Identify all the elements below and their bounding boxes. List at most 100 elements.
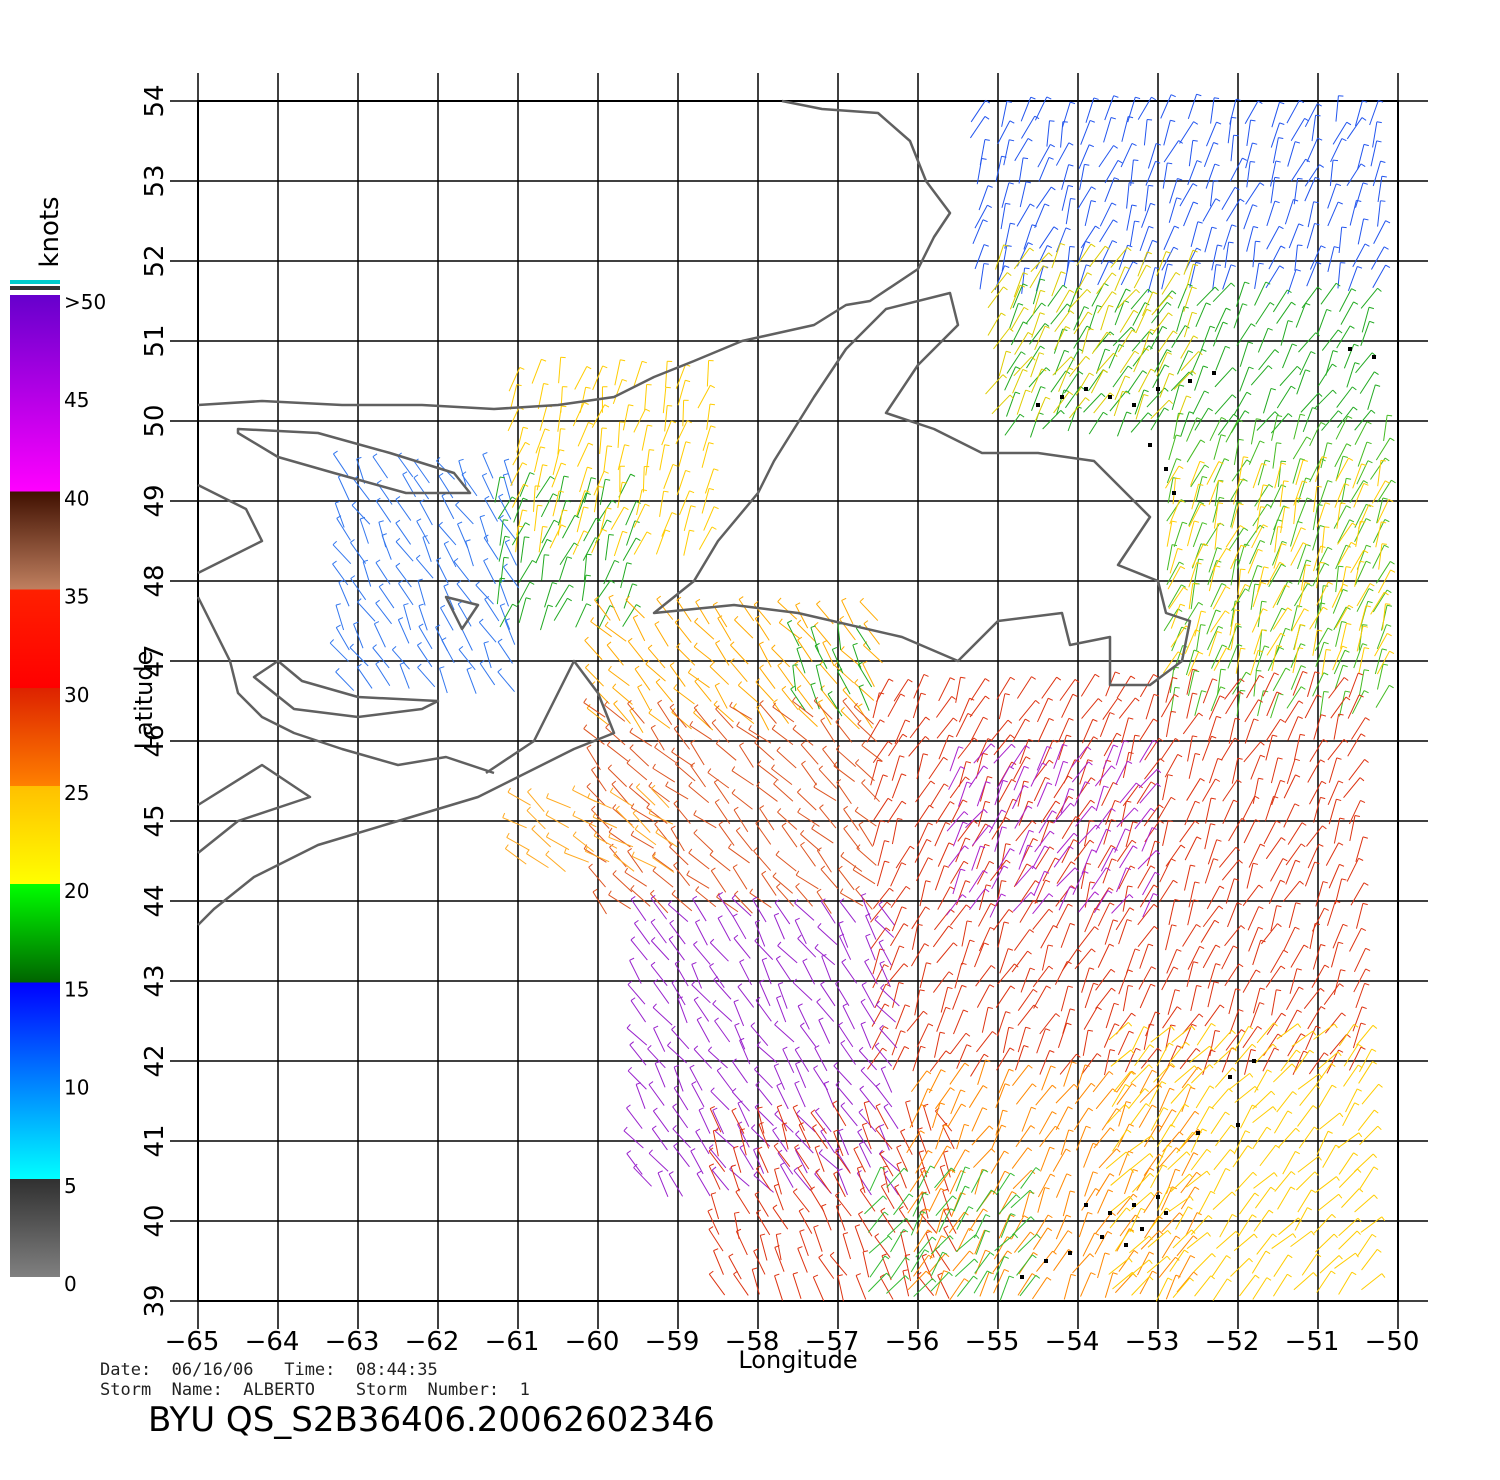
wind-vector — [990, 859, 1007, 882]
wind-vector — [836, 782, 852, 805]
wind-barb — [989, 860, 995, 865]
wind-vector — [1137, 251, 1148, 277]
wind-vector — [1017, 781, 1025, 807]
wind-vector — [1252, 987, 1261, 1014]
wind-barb — [588, 442, 594, 446]
wind-vector — [350, 578, 367, 601]
wind-vector — [1315, 1063, 1332, 1086]
wind-vector — [535, 476, 551, 499]
wind-vector — [1266, 633, 1282, 656]
wind-barb — [1111, 202, 1117, 206]
wind-vector — [511, 483, 525, 508]
wind-barb — [855, 759, 860, 764]
wind-barb — [983, 244, 989, 247]
wind-vector — [910, 1211, 922, 1236]
wind-vector — [671, 711, 692, 730]
wind-barb — [1172, 677, 1178, 680]
wind-vector — [1350, 717, 1366, 740]
wind-vector — [875, 1105, 889, 1130]
wind-vector — [633, 408, 646, 433]
wind-vector — [873, 798, 889, 821]
wind-vector — [1061, 839, 1074, 864]
wind-barb — [689, 721, 694, 726]
wind-barb — [1000, 312, 1006, 317]
wind-vector — [837, 1275, 844, 1302]
wind-barb — [1324, 907, 1329, 911]
wind-barb — [1314, 1171, 1319, 1176]
wind-barb — [839, 615, 845, 620]
wind-barb — [499, 514, 504, 519]
wind-barb — [1215, 609, 1221, 613]
wind-barb — [649, 449, 655, 451]
wind-barb — [511, 496, 517, 500]
wind-vector — [1311, 115, 1317, 142]
wind-vector — [1100, 240, 1113, 265]
wind-barb — [903, 1167, 909, 1172]
wind-barb — [923, 674, 929, 677]
wind-vector — [1079, 736, 1094, 760]
wind-barb — [1133, 159, 1139, 161]
wind-vector — [856, 1167, 866, 1194]
wind-barb — [1051, 810, 1057, 814]
wind-vector — [875, 1086, 893, 1108]
wind-vector — [1304, 694, 1318, 719]
wind-vector — [1329, 160, 1334, 187]
wind-vector — [690, 1150, 704, 1175]
wind-barb — [635, 783, 641, 788]
wind-vector — [1244, 718, 1255, 744]
wind-barb — [1112, 219, 1118, 223]
wind-barb — [1239, 525, 1245, 529]
wind-barb — [1346, 443, 1352, 447]
wind-barb — [608, 827, 613, 833]
wind-vector — [1095, 1088, 1113, 1110]
wind-vector — [1041, 676, 1058, 699]
wind-vector — [650, 921, 667, 944]
wind-barb — [695, 598, 701, 603]
y-tick-label: 54 — [140, 84, 170, 117]
wind-barb — [1194, 820, 1200, 825]
wind-barb — [708, 1144, 714, 1149]
wind-barb — [628, 404, 634, 407]
wind-vector — [1212, 321, 1224, 347]
wind-vector — [682, 400, 685, 427]
wind-vector — [994, 1233, 1015, 1252]
wind-vector — [889, 945, 900, 971]
wind-barb — [1302, 459, 1309, 462]
wind-vector — [786, 622, 800, 647]
wind-vector — [996, 1011, 1007, 1037]
wind-vector — [1081, 328, 1090, 354]
wind-vector — [1239, 341, 1249, 367]
wind-barb — [1031, 356, 1036, 361]
wind-barb — [1193, 649, 1199, 653]
wind-vector — [993, 1236, 1008, 1260]
wind-barb — [734, 890, 739, 895]
wind-barb — [1006, 272, 1012, 276]
wind-vector — [797, 639, 813, 662]
wind-vector — [1275, 628, 1286, 653]
wind-barb — [1041, 368, 1047, 372]
wind-vector — [1289, 521, 1299, 547]
wind-barb — [1231, 116, 1237, 119]
wind-barb — [1231, 224, 1237, 227]
wind-barb — [1050, 186, 1056, 191]
wind-vector — [1083, 393, 1102, 413]
wind-barb — [965, 880, 971, 883]
wind-barb — [690, 505, 696, 508]
wind-vector — [625, 501, 637, 526]
wind-vector — [774, 1247, 785, 1272]
wind-vector — [1250, 365, 1269, 386]
y-axis-label: Latitude — [130, 651, 158, 750]
wind-vector — [1133, 264, 1147, 289]
wind-vector — [1338, 227, 1343, 254]
wind-barb — [930, 1165, 935, 1169]
wind-barb — [1011, 743, 1016, 748]
wind-barb — [759, 700, 764, 705]
wind-barb — [838, 921, 844, 924]
wind-vector — [1359, 1125, 1379, 1146]
wind-barb — [1084, 163, 1090, 166]
wind-barb — [1342, 583, 1348, 587]
wind-vector — [733, 1147, 742, 1173]
wind-barb — [1069, 260, 1075, 263]
wind-vector — [1243, 204, 1254, 230]
wind-barb — [988, 1125, 994, 1130]
